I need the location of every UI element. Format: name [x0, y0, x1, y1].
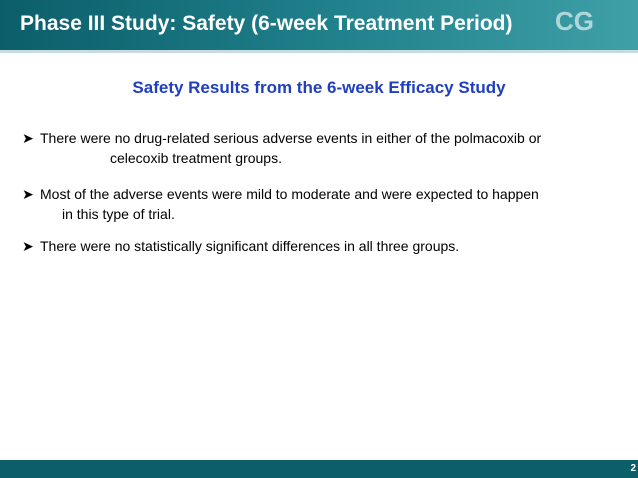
bullet: ➤ There were no drug-related serious adv…	[22, 128, 541, 168]
page-number: 2	[630, 463, 636, 474]
bullet: ➤ There were no statistically significan…	[22, 236, 459, 256]
bullet-text: There were no statistically significant …	[40, 238, 460, 254]
bullet-text: Most of the adverse events were mild to …	[40, 186, 539, 202]
slide-title: Phase III Study: Safety (6-week Treatmen…	[20, 12, 513, 35]
header-bar	[0, 0, 638, 50]
bullet-marker: ➤	[22, 130, 34, 146]
bullet: ➤ Most of the adverse events were mild t…	[22, 184, 539, 224]
header-rule	[0, 50, 638, 53]
bullet-text: celecoxib treatment groups.	[110, 150, 282, 166]
bullet-text: in this type of trial.	[62, 206, 175, 222]
footer-bar	[0, 460, 638, 478]
bullet-marker: ➤	[22, 186, 34, 202]
bullet-text: There were no drug-related serious adver…	[40, 130, 542, 146]
subtitle: Safety Results from the 6-week Efficacy …	[132, 78, 506, 97]
logo: CG	[555, 6, 594, 36]
bullet-marker: ➤	[22, 238, 34, 254]
